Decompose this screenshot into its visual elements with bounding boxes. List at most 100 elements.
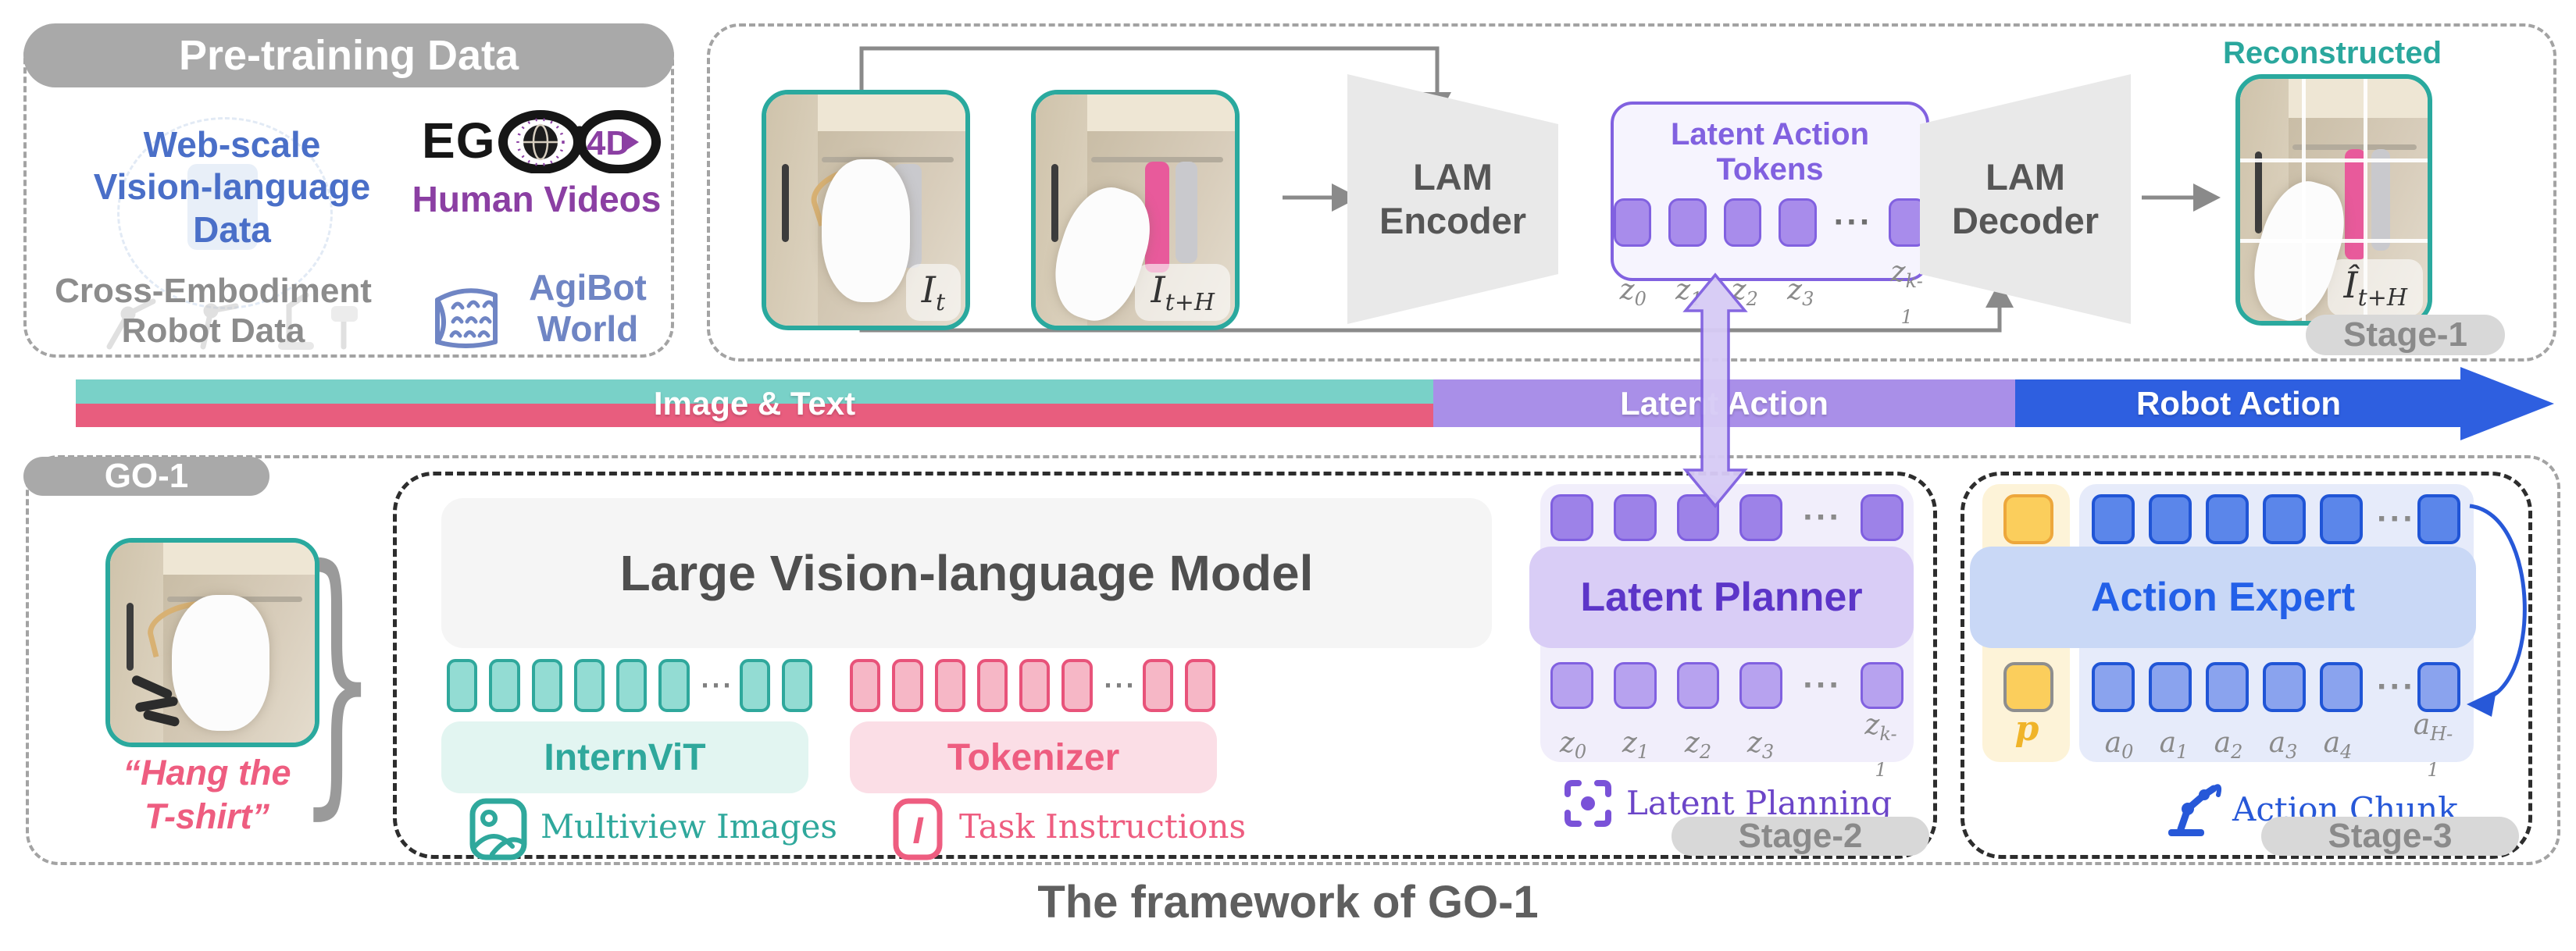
z-label: zk-1 — [1864, 709, 1897, 782]
web-scale-line2: Vision-language — [93, 166, 371, 208]
ellipsis: ··· — [2377, 668, 2416, 706]
white-shirt — [822, 158, 910, 303]
text-token — [1061, 659, 1093, 712]
go1-pill: GO-1 — [23, 457, 269, 496]
planner-token — [1613, 494, 1657, 541]
a-label-row: a0 a1 a2 a3 a4 aH-1 — [2092, 709, 2460, 781]
planner-input-token-row: ··· — [1550, 494, 1903, 541]
door-handle — [2255, 151, 2263, 234]
a-label: a4 — [2323, 727, 2353, 764]
latent-token — [1723, 198, 1762, 247]
robot-arms-decoration — [106, 292, 358, 350]
latent-planner-box: Latent Planner — [1529, 547, 1914, 648]
ego4d-logo: EG 4D — [422, 108, 672, 173]
p-label: p — [2014, 709, 2039, 749]
gray-garment — [2371, 148, 2390, 251]
stage3-pill: Stage-3 — [2261, 817, 2519, 856]
grid-line — [2302, 79, 2307, 321]
stage2-pill: Stage-2 — [1672, 817, 1929, 856]
vision-token — [531, 659, 562, 712]
z-label: z0 — [1619, 274, 1647, 311]
z-label: z2 — [1731, 274, 1758, 311]
pink-garment — [2345, 148, 2366, 261]
lam-encoder-line2: Encoder — [1379, 200, 1527, 241]
planner-token — [1676, 494, 1720, 541]
frame-image-t-plus-h: It+H — [1031, 90, 1240, 330]
action-input-token-row: ··· — [2092, 494, 2460, 544]
cross-embodiment-line1: Cross-Embodiment — [55, 272, 372, 310]
grid-line — [2240, 238, 2428, 243]
vision-token — [781, 659, 812, 712]
latent-token-row: ··· — [1613, 198, 1927, 247]
multiview-images-label: Multiview Images — [541, 807, 837, 846]
cross-embodiment-label: Cross-Embodiment Robot Data — [37, 272, 389, 351]
web-scale-line1: Web-scale — [143, 124, 321, 165]
play-icon — [622, 131, 640, 153]
vision-token — [489, 659, 520, 712]
reconstructed-image: Ît+H — [2235, 74, 2432, 326]
planner-token — [1676, 662, 1720, 709]
band-latent-action: Latent Action — [1433, 379, 2015, 427]
action-token — [2417, 662, 2460, 712]
proprio-token — [2003, 662, 2053, 712]
frame-image-t: It — [762, 90, 970, 330]
reconstructed-label: Reconstructed — [2223, 36, 2442, 70]
stage2-z-label-row: z0 z1 z2 z3 zk-1 — [1550, 709, 1903, 781]
action-token — [2206, 494, 2249, 544]
cross-embodiment-line2: Robot Data — [121, 311, 305, 350]
action-token — [2263, 662, 2306, 712]
wardrobe-side — [766, 94, 819, 326]
z-label: z0 — [1559, 727, 1587, 764]
vision-token — [573, 659, 605, 712]
task-instructions-icon: I — [893, 798, 943, 860]
action-token — [2320, 662, 2363, 712]
ellipsis: ··· — [1833, 203, 1873, 241]
vision-token — [616, 659, 648, 712]
lam-decoder-line1: LAM — [1986, 155, 2065, 198]
action-token — [2092, 494, 2135, 544]
wardrobe-rod — [822, 156, 954, 162]
figure-caption: The framework of GO-1 — [1037, 877, 1539, 928]
stage1-pill: Stage-1 — [2306, 315, 2505, 355]
text-token — [850, 659, 881, 712]
internvit-box: InternViT — [441, 721, 808, 793]
vision-token — [447, 659, 478, 712]
a-label: a3 — [2268, 727, 2298, 764]
pink-garment — [1145, 161, 1169, 272]
grid-line — [2364, 79, 2368, 321]
action-expert-box: Action Expert — [1970, 547, 2476, 648]
band-image-text: Image & Text — [76, 379, 1433, 427]
robot-gripper — [130, 671, 192, 731]
action-token — [2149, 494, 2192, 544]
web-scale-data-label: Web-scale Vision-language Data — [48, 123, 416, 251]
latent-token — [1613, 198, 1652, 247]
latent-planning-icon — [1565, 780, 1611, 827]
ellipsis: ··· — [2377, 500, 2416, 538]
a-label: aH-1 — [2413, 709, 2453, 782]
ellipsis: ··· — [1104, 669, 1137, 701]
task-icon-glyph: I — [912, 810, 924, 852]
a-label: a1 — [2159, 727, 2189, 764]
lam-decoder: LAM Decoder — [1920, 74, 2131, 324]
planner-token — [1550, 494, 1593, 541]
lvlm-box: Large Vision-language Model — [441, 498, 1492, 648]
planner-token — [1613, 662, 1657, 709]
task-image — [105, 538, 319, 747]
glasses-icon: 4D — [498, 110, 662, 173]
door-handle — [782, 163, 790, 243]
wardrobe-rod — [2292, 144, 2417, 150]
planner-token — [1550, 662, 1593, 709]
lam-encoder-line1: LAM — [1413, 155, 1493, 198]
band-latent-action-label: Latent Action — [1620, 384, 1829, 422]
image-t-plus-h-label: It+H — [1135, 263, 1230, 321]
agibot-line1: AgiBot — [529, 267, 647, 308]
door-handle — [126, 602, 134, 671]
vision-token — [739, 659, 770, 712]
text-token-row: ··· — [850, 659, 1215, 712]
action-token — [2092, 662, 2135, 712]
grid-line — [2240, 158, 2428, 163]
band-robot-action-label: Robot Action — [2135, 384, 2342, 422]
z-label: z3 — [1746, 727, 1775, 764]
ellipsis: ··· — [1803, 498, 1843, 536]
